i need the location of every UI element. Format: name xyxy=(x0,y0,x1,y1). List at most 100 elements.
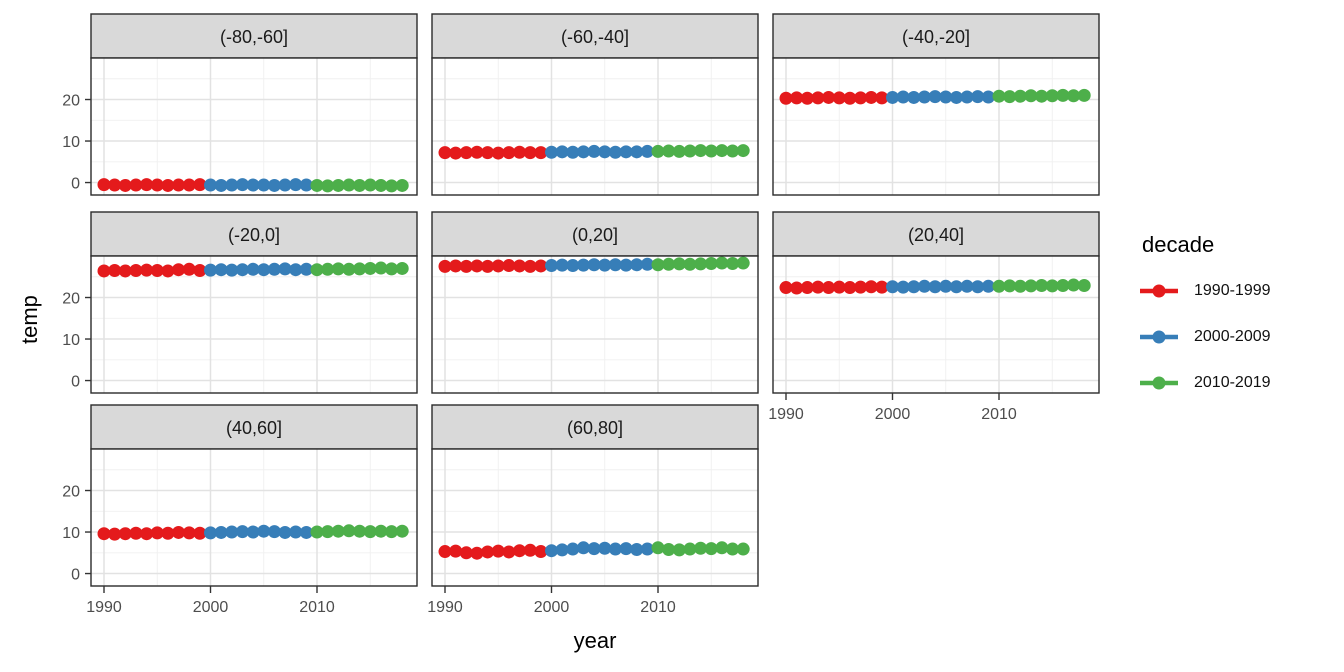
data-point xyxy=(576,541,590,555)
facet-strip-label: (-80,-60] xyxy=(220,27,288,47)
data-point xyxy=(331,524,345,538)
data-point xyxy=(811,280,825,294)
facet-strip-label: (40,60] xyxy=(226,418,282,438)
data-point xyxy=(800,281,814,295)
x-tick-label: 2000 xyxy=(534,599,570,616)
data-point xyxy=(182,178,196,192)
data-point xyxy=(129,264,143,278)
data-point xyxy=(545,145,558,159)
legend-entry-label: 2000-2009 xyxy=(1194,328,1271,345)
data-point xyxy=(981,90,995,104)
data-point xyxy=(97,178,111,192)
data-point xyxy=(129,526,143,540)
data-point xyxy=(172,263,186,277)
data-point xyxy=(896,90,910,104)
data-point xyxy=(790,91,804,105)
data-point xyxy=(470,546,484,560)
data-points xyxy=(438,256,750,273)
y-tick-label: 20 xyxy=(62,484,80,501)
y-tick-label: 0 xyxy=(71,176,80,193)
data-point xyxy=(118,527,132,541)
data-point xyxy=(640,542,654,556)
x-tick-label: 1990 xyxy=(427,599,463,616)
data-point xyxy=(555,543,569,557)
data-point xyxy=(353,178,367,192)
data-point xyxy=(97,527,111,541)
data-point xyxy=(331,262,345,276)
data-point xyxy=(374,178,388,192)
data-point xyxy=(204,526,217,540)
data-point xyxy=(395,178,409,192)
panel-border xyxy=(772,255,1100,394)
data-point xyxy=(662,542,676,556)
legend-key-icon xyxy=(1140,284,1178,298)
data-point xyxy=(310,525,324,539)
data-point xyxy=(939,90,953,104)
data-point xyxy=(832,91,846,105)
legend-entry: 2000-2009 xyxy=(1138,322,1338,352)
data-point xyxy=(491,259,505,273)
data-point xyxy=(353,262,367,276)
x-tick-label: 2000 xyxy=(193,599,229,616)
x-tick-label: 2010 xyxy=(299,599,335,616)
data-point xyxy=(1003,279,1017,293)
data-point xyxy=(140,527,154,541)
data-point xyxy=(736,542,750,556)
x-tick-label: 2010 xyxy=(640,599,676,616)
data-point xyxy=(587,542,601,556)
data-points xyxy=(438,144,750,160)
panel-background xyxy=(432,256,758,393)
data-point xyxy=(779,91,793,105)
data-point xyxy=(161,264,175,278)
data-point xyxy=(960,279,974,293)
data-point xyxy=(726,542,740,556)
data-point xyxy=(843,281,857,295)
data-point xyxy=(598,145,612,159)
data-point xyxy=(235,263,249,277)
data-point xyxy=(204,178,217,192)
data-point xyxy=(886,90,899,104)
facet-strip xyxy=(431,211,759,257)
panel-grid xyxy=(432,58,758,195)
data-point xyxy=(310,178,324,192)
data-point xyxy=(1003,90,1017,104)
legend: decade 1990-1999 2000-2009 2010-2019 xyxy=(1138,232,1338,414)
data-point xyxy=(225,263,239,277)
panel-background xyxy=(91,256,417,393)
data-point xyxy=(235,178,249,192)
data-point xyxy=(374,524,388,538)
data-points xyxy=(438,541,750,560)
data-point xyxy=(246,178,260,192)
data-point xyxy=(342,178,356,192)
data-point xyxy=(289,178,303,192)
data-point xyxy=(449,259,463,273)
data-point xyxy=(225,525,239,539)
data-point xyxy=(640,257,654,271)
y-axis-title: temp xyxy=(17,295,42,344)
data-point xyxy=(608,145,622,159)
data-point xyxy=(619,542,633,556)
panel-grid xyxy=(432,256,758,393)
data-point xyxy=(651,258,665,272)
data-point xyxy=(704,542,718,556)
facet-strip-label: (0,20] xyxy=(572,225,618,245)
data-point xyxy=(715,541,729,555)
data-point xyxy=(225,178,239,192)
data-point xyxy=(235,525,249,539)
data-point xyxy=(566,542,580,556)
data-point xyxy=(449,146,463,160)
data-point xyxy=(150,178,164,192)
data-point xyxy=(864,280,878,294)
data-point xyxy=(726,256,740,270)
facet-strip-label: (20,40] xyxy=(908,225,964,245)
data-point xyxy=(1024,89,1038,103)
data-point xyxy=(917,90,931,104)
legend-key-icon xyxy=(1140,376,1178,390)
data-point xyxy=(811,91,825,105)
data-point xyxy=(118,178,132,192)
data-point xyxy=(928,90,942,104)
data-point xyxy=(161,526,175,540)
data-point xyxy=(949,90,963,104)
facet-panel: (20,40] 1990 2000 2010 xyxy=(768,211,1100,423)
data-point xyxy=(246,525,260,539)
